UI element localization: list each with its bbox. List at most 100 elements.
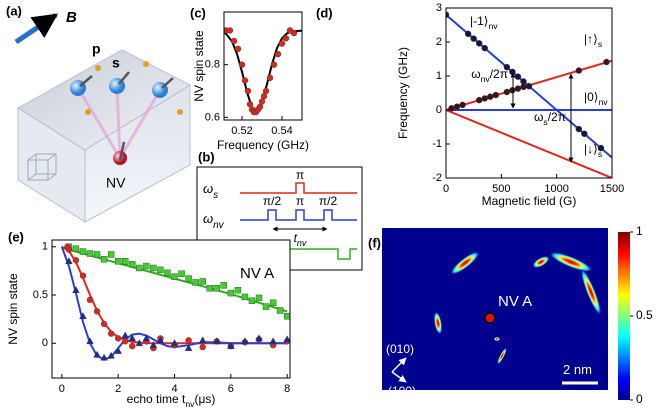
line xyxy=(61,245,288,345)
colorbar-tick-label: 0 xyxy=(636,392,643,406)
point xyxy=(226,27,234,34)
point xyxy=(107,330,115,337)
point xyxy=(86,250,94,257)
panel-a: (a) B p s NV xyxy=(6,3,192,223)
panel-label: (d) xyxy=(316,5,333,20)
colorbar xyxy=(618,232,630,400)
x-tick-label: 6 xyxy=(228,383,234,395)
point xyxy=(492,91,499,99)
point xyxy=(171,273,178,280)
plot-frame xyxy=(51,239,291,379)
plot-clip xyxy=(60,243,290,361)
point xyxy=(72,257,80,264)
blob xyxy=(434,312,442,334)
point xyxy=(262,87,270,95)
colorbar-tick-label: 1 xyxy=(636,224,643,238)
y-tick-label: 2 xyxy=(436,36,442,48)
point xyxy=(199,278,206,285)
point xyxy=(93,350,101,358)
nuclear-spin xyxy=(143,61,149,67)
annotation: 2 nm xyxy=(563,362,592,377)
pulse-line xyxy=(240,209,357,221)
point xyxy=(481,44,488,52)
point xyxy=(93,251,101,258)
point xyxy=(79,272,87,279)
point xyxy=(525,82,533,90)
text-part: |0⟩ xyxy=(584,90,598,104)
point xyxy=(206,285,213,292)
subscript: s xyxy=(598,149,602,159)
point xyxy=(514,85,522,92)
y-axis-label: NV spin state xyxy=(192,30,206,102)
blob xyxy=(494,337,500,341)
point xyxy=(199,343,206,351)
point xyxy=(213,337,221,345)
point xyxy=(157,266,164,274)
point xyxy=(266,74,274,82)
panel-label: (a) xyxy=(6,3,22,18)
y-tick-label: -2 xyxy=(432,172,442,184)
point xyxy=(185,337,192,344)
text-part: (100) xyxy=(388,384,416,398)
pulse-label: π xyxy=(296,168,304,182)
point xyxy=(476,96,483,104)
plot-frame xyxy=(445,7,613,179)
point xyxy=(65,246,73,253)
point xyxy=(255,334,263,342)
point xyxy=(184,344,193,351)
point xyxy=(269,337,277,345)
text-part: ω xyxy=(534,110,543,124)
y-tick-label: 0.5 xyxy=(33,289,48,301)
point xyxy=(164,269,171,277)
blob xyxy=(550,252,592,272)
pulse-label: π/2 xyxy=(319,194,338,208)
plot-frame xyxy=(223,11,303,121)
annotation: |↑⟩s xyxy=(584,32,602,49)
y-axis-label: NV spin state xyxy=(6,273,20,345)
point xyxy=(121,331,129,339)
line xyxy=(446,109,612,178)
x-axis-label: Magnetic field (G) xyxy=(482,194,577,208)
point xyxy=(149,341,158,348)
text-part: |↑⟩ xyxy=(584,32,598,46)
annotation: ωnv/2π xyxy=(471,67,508,84)
blob xyxy=(451,251,479,275)
subscript: nv xyxy=(185,399,195,409)
x-tick-label: 0 xyxy=(443,183,449,195)
point xyxy=(487,93,494,100)
x-tick-label: 8 xyxy=(284,383,290,395)
text-part: 2 nm xyxy=(563,362,592,377)
text-part: NV A xyxy=(240,265,274,282)
annotation: |0⟩nv xyxy=(584,90,608,107)
heatmap-area xyxy=(382,228,608,390)
annotation: NV A xyxy=(498,293,532,310)
pulse-label: π/2 xyxy=(263,194,282,208)
x-tick-label: 500 xyxy=(492,183,510,195)
point xyxy=(150,264,157,272)
point xyxy=(446,11,450,18)
point xyxy=(603,58,610,66)
panel-label: (c) xyxy=(190,5,206,20)
subscript: s xyxy=(213,190,218,201)
point xyxy=(597,144,605,152)
annotation: NV A xyxy=(240,265,274,282)
point xyxy=(185,275,192,282)
point xyxy=(122,258,129,265)
text-part: (μs) xyxy=(194,392,215,406)
point xyxy=(509,87,516,94)
point xyxy=(143,262,150,270)
point xyxy=(122,338,129,345)
blob xyxy=(581,269,601,315)
line xyxy=(60,246,288,361)
point xyxy=(481,95,488,102)
text-part: (010) xyxy=(386,342,414,356)
nuclear-spin xyxy=(95,65,101,71)
symbol: t xyxy=(294,231,298,245)
point xyxy=(234,45,242,53)
point xyxy=(278,40,286,47)
y-tick-label: 1 xyxy=(436,70,442,82)
point xyxy=(276,307,284,314)
point xyxy=(503,63,511,71)
point xyxy=(470,35,477,42)
